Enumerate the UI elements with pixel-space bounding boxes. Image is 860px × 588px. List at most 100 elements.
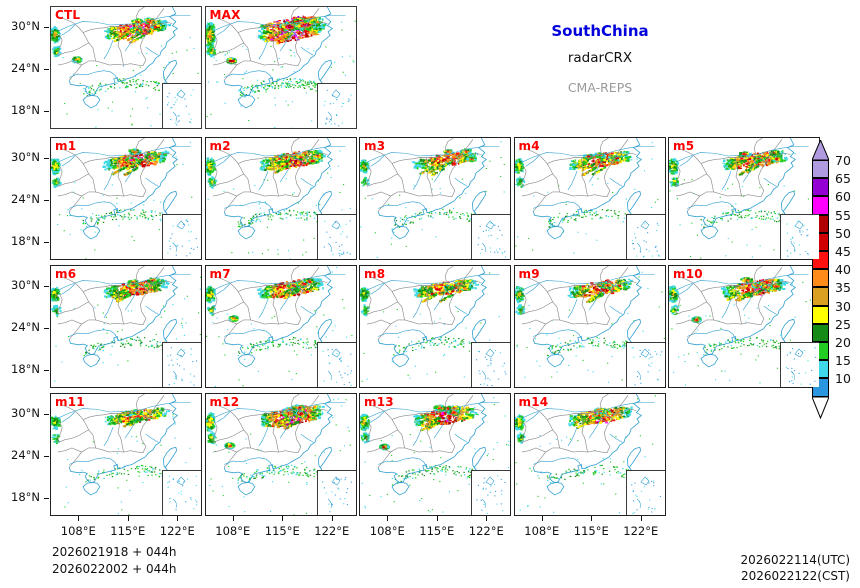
south-china-sea-inset	[780, 214, 819, 259]
panel-m4[interactable]: m4	[513, 137, 666, 260]
basemap-geography	[57, 7, 191, 109]
south-china-sea-inset	[780, 342, 819, 387]
radar-echo-field	[360, 397, 510, 513]
panel-label: m14	[518, 395, 549, 409]
inset-map	[167, 219, 198, 257]
south-china-sea-inset	[625, 470, 665, 515]
y-tick-label: 18°N	[11, 234, 40, 249]
panel-m3[interactable]: m3	[359, 137, 511, 260]
south-china-sea-inset	[471, 214, 510, 259]
y-tick-mark	[44, 328, 49, 330]
x-tick-label: 108°E	[369, 524, 405, 538]
colorbar-tick-label: 15	[835, 353, 851, 369]
y-tick-label: 24°N	[11, 320, 40, 335]
inset-map	[167, 89, 194, 126]
panel-m1[interactable]: m1	[50, 137, 202, 260]
colorbar-band	[812, 196, 829, 215]
panel-ctl[interactable]: CTL	[50, 6, 202, 129]
colorbar-band	[812, 323, 829, 342]
panel-label: m5	[673, 139, 695, 153]
map-canvas	[514, 138, 658, 255]
y-tick-label: 24°N	[11, 448, 40, 463]
panel-m2[interactable]: m2	[204, 137, 357, 260]
inset-map	[167, 347, 198, 386]
y-tick-mark	[44, 158, 49, 160]
south-china-sea-inset	[471, 470, 510, 515]
inset-map	[323, 89, 352, 127]
south-china-sea-inset	[316, 342, 356, 387]
panel-label: CTL	[55, 8, 81, 22]
x-tick-mark	[541, 516, 543, 521]
panel-m9[interactable]: m9	[513, 265, 666, 388]
colorbar-tick-label: 25	[835, 316, 851, 332]
radar-echo-field	[669, 277, 817, 386]
y-tick-label: 18°N	[11, 103, 40, 118]
inset-map	[323, 220, 351, 257]
inset-map	[631, 347, 662, 386]
x-tick-label: 122°E	[468, 524, 504, 538]
y-tick-label: 18°N	[11, 490, 40, 505]
panel-label: m12	[209, 395, 240, 409]
south-china-sea-inset	[162, 83, 201, 128]
south-china-sea-inset	[162, 342, 201, 387]
panel-m7[interactable]: m7	[204, 265, 357, 388]
basemap-geography	[521, 266, 655, 368]
x-tick-label: 108°E	[60, 524, 96, 538]
colorbar-band	[812, 160, 829, 179]
map-canvas	[360, 266, 508, 382]
x-tick-label: 108°E	[524, 524, 560, 538]
basemap-geography	[366, 394, 500, 496]
x-tick-label: 122°E	[159, 524, 195, 538]
panel-m6[interactable]: m6	[50, 265, 202, 388]
colorbar-tick-label: 60	[835, 189, 851, 205]
panel-max[interactable]: MAX	[204, 6, 357, 129]
x-tick-label: 115°E	[419, 524, 455, 538]
y-tick-mark	[44, 498, 49, 500]
y-tick-label: 30°N	[11, 406, 40, 421]
panel-m10[interactable]: m10	[668, 265, 820, 388]
footer-right-line2: 2026022122(CST)	[740, 569, 850, 583]
footer-right-line1: 2026022114(UTC)	[740, 553, 851, 567]
y-tick-mark	[44, 69, 49, 71]
x-tick-mark	[436, 516, 438, 521]
y-tick-mark	[44, 111, 49, 113]
map-canvas	[205, 266, 352, 387]
colorbar-tick-label: 20	[835, 335, 851, 350]
radar-echo-field	[514, 395, 660, 514]
y-tick-mark	[44, 27, 49, 29]
inset-map	[321, 476, 352, 513]
x-tick-label: 108°E	[215, 524, 251, 538]
basemap-geography	[57, 266, 191, 368]
panel-m12[interactable]: m12	[204, 393, 357, 516]
model-label: CMA-REPS	[567, 80, 633, 95]
x-tick-mark	[387, 516, 389, 521]
south-china-sea-inset	[625, 342, 665, 387]
inset-map	[786, 220, 809, 257]
x-tick-mark	[591, 516, 593, 521]
panel-label: m7	[209, 267, 231, 281]
x-tick-label: 122°E	[623, 524, 659, 538]
x-tick-mark	[640, 516, 642, 521]
panel-m11[interactable]: m11	[50, 393, 202, 516]
x-tick-mark	[282, 516, 284, 521]
inset-map	[476, 348, 507, 387]
colorbar-tick-label: 30	[835, 298, 851, 314]
basemap-geography	[212, 394, 346, 496]
colorbar-tick-label: 65	[835, 171, 851, 187]
panel-label: m1	[55, 139, 77, 153]
south-china-sea-inset	[162, 470, 201, 515]
panel-m8[interactable]: m8	[359, 265, 511, 388]
basemap-geography	[521, 394, 655, 496]
panel-m5[interactable]: m5	[668, 137, 820, 260]
x-tick-label: 115°E	[110, 524, 146, 538]
x-tick-label: 122°E	[314, 524, 350, 538]
inset-map	[630, 476, 661, 515]
x-tick-mark	[127, 516, 129, 521]
panel-m13[interactable]: m13	[359, 393, 511, 516]
colorbar-tick-label: 50	[835, 225, 851, 241]
panel-m14[interactable]: m14	[513, 393, 666, 516]
colorbar-tick-label: 40	[835, 262, 851, 278]
x-tick-mark	[331, 516, 333, 521]
y-tick-label: 30°N	[11, 278, 40, 293]
radar-echo-field	[205, 398, 356, 515]
